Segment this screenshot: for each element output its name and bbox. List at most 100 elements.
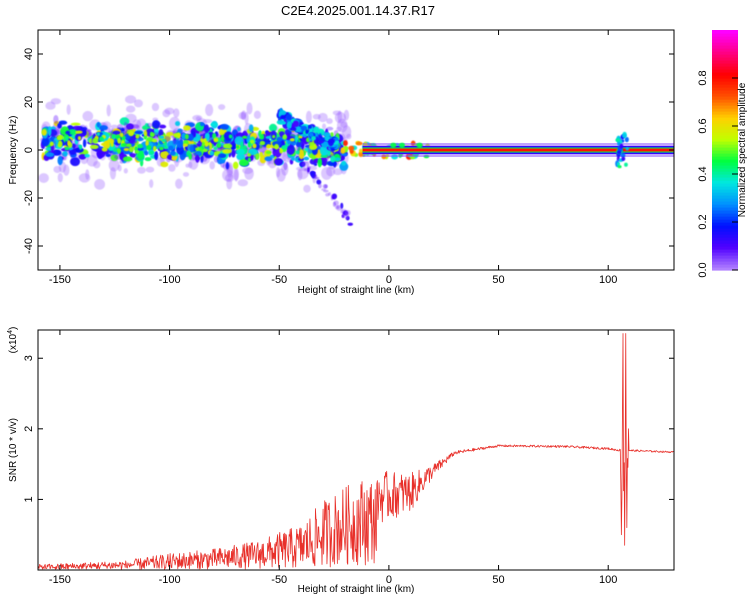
spectrogram-cell <box>45 101 56 110</box>
colorbar-cell <box>712 183 738 187</box>
spectrogram-cell <box>143 130 148 137</box>
spectrogram-cell <box>70 122 81 126</box>
colorbar: 0.0 0.2 0.4 0.6 0.8 Normalized spectral ampl… <box>697 30 748 278</box>
spectrogram-cell <box>286 121 293 129</box>
spectrogram-cell <box>242 135 248 139</box>
colorbar-cell <box>712 168 738 172</box>
spectrogram-cell <box>48 126 52 137</box>
spectrogram-cell <box>343 140 348 147</box>
spectrogram-cell <box>182 143 189 147</box>
spectrogram-cell <box>110 124 119 129</box>
spectrogram-cell <box>334 157 341 161</box>
snr-background <box>38 330 674 570</box>
colorbar-tick-label: 0.6 <box>697 118 709 133</box>
spectrogram-cell <box>125 95 137 104</box>
spectrogram-cell <box>84 153 90 158</box>
spectrogram-cell <box>284 127 289 137</box>
snr-series-line <box>38 333 674 570</box>
spectrogram-cell <box>123 147 130 152</box>
spectrogram-cell <box>218 104 226 110</box>
spectrogram-cell <box>64 146 70 151</box>
spectrogram-cell <box>289 138 295 142</box>
spectrogram-cell <box>340 147 346 154</box>
spectrogram-cell <box>137 166 146 174</box>
spectrogram-cell <box>238 159 249 167</box>
snr-y-label: SNR (10 * v/v) <box>8 418 19 482</box>
spectrogram-cell <box>210 122 218 127</box>
spectrogram-cell <box>169 150 176 156</box>
spectrogram-cell <box>103 140 111 149</box>
spectrogram-cell <box>272 135 276 139</box>
spectrogram-cell <box>253 110 261 119</box>
colorbar-tick-label: 0.4 <box>697 166 709 181</box>
colorbar-cell <box>712 165 738 169</box>
spectrogram-cell <box>145 140 149 147</box>
spectrogram-cell <box>75 130 83 134</box>
spectrogram-cell <box>312 126 320 133</box>
spectrogram-cell <box>151 138 158 143</box>
spectrogram-cell <box>202 138 207 143</box>
spectrogram-cell <box>306 166 311 170</box>
colorbar-cell <box>712 240 738 244</box>
spectrogram-cell <box>625 146 629 151</box>
colorbar-cell <box>712 33 738 37</box>
spectrogram-cell <box>49 141 54 147</box>
colorbar-cell <box>712 78 738 82</box>
spectrogram-cell <box>128 146 134 153</box>
spectrogram-cell <box>313 174 317 179</box>
colorbar-ticks: 0.0 0.2 0.4 0.6 0.8 <box>697 70 738 278</box>
spectrogram-cell <box>121 143 127 147</box>
spectrogram-cell <box>152 145 157 152</box>
spectrogram-cell <box>332 201 337 207</box>
spectrogram-cell <box>240 141 244 148</box>
spectrogram-cell <box>125 143 132 148</box>
spectrogram-x-ticks: -150 -100 -50 0 50 100 <box>49 30 617 286</box>
snr-multiplier: (x104) <box>7 327 19 354</box>
colorbar-cell <box>712 120 738 124</box>
spectrogram-cell <box>228 134 233 139</box>
x-tick-label: -50 <box>271 574 287 586</box>
spectrogram-cell <box>125 105 136 113</box>
spectrogram-cell <box>175 121 181 127</box>
spectrogram-cell <box>181 132 187 140</box>
spectrogram-cell <box>319 145 329 156</box>
spectrogram-cell <box>106 104 111 117</box>
colorbar-cell <box>712 45 738 49</box>
spectrogram-cell <box>330 132 334 138</box>
colorbar-cell <box>712 102 738 106</box>
colorbar-cell <box>712 93 738 97</box>
snr-panel: -150 -100 -50 0 50 100 1 2 3 Height of straight… <box>7 327 675 595</box>
spectrogram-cell <box>358 151 364 158</box>
colorbar-tick-label: 0.2 <box>697 214 709 229</box>
snr-y-ticks: 1 2 3 <box>23 355 674 502</box>
spectrogram-cell <box>277 120 285 124</box>
colorbar-cell <box>712 129 738 133</box>
spectrogram-cell <box>268 123 278 133</box>
spectrogram-cell <box>117 137 121 144</box>
spectrogram-cell <box>183 125 191 131</box>
spectrogram-cell <box>173 108 180 118</box>
spectrogram-cell <box>247 153 252 157</box>
spectrogram-cell <box>129 153 137 158</box>
spectrogram-cell <box>119 159 124 164</box>
spectrogram-cell <box>416 142 423 148</box>
spectrogram-cell <box>242 167 254 175</box>
spectrogram-cell <box>340 209 344 214</box>
colorbar-cell <box>712 63 738 67</box>
colorbar-cell <box>712 72 738 76</box>
snr-x-ticks: -150 -100 -50 0 50 100 <box>49 330 617 586</box>
spectrogram-cell <box>188 133 194 142</box>
spectrogram-cell <box>320 154 328 158</box>
spectrogram-cell <box>108 138 115 144</box>
spectrogram-cell <box>122 156 133 162</box>
spectrogram-cell <box>285 113 292 121</box>
spectrogram-cell <box>128 130 135 137</box>
spectrogram-cell <box>220 123 230 130</box>
spectrogram-cell <box>79 144 83 150</box>
spectrogram-cell <box>112 130 121 135</box>
colorbar-cell <box>712 30 738 34</box>
colorbar-cell <box>712 84 738 88</box>
spectrogram-cell <box>226 178 233 190</box>
colorbar-cell <box>712 195 738 199</box>
spectrogram-cell <box>346 133 352 140</box>
